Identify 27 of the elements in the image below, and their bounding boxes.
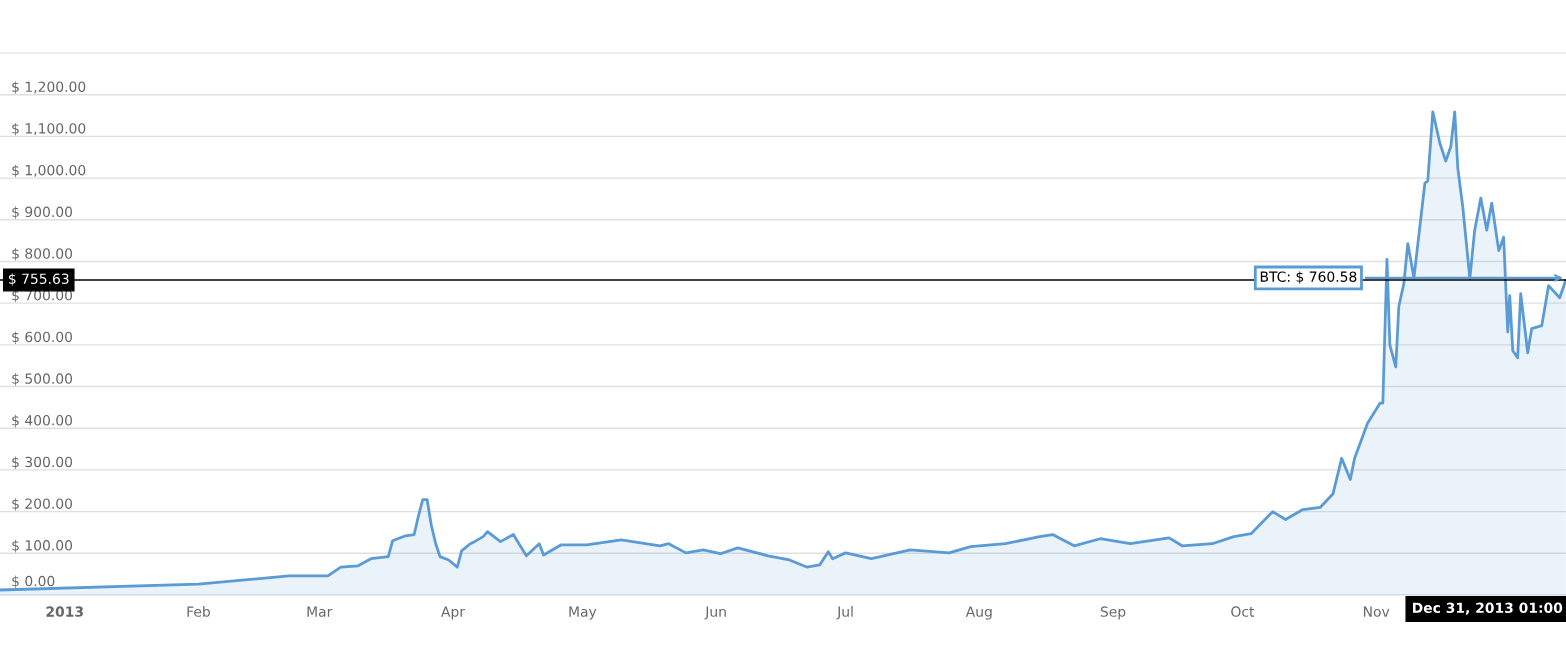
y-tick-label: $ 1,000.00 (12, 164, 86, 178)
y-tick-label: $ 1,100.00 (12, 122, 86, 136)
y-tick-label: $ 600.00 (12, 331, 73, 344)
ref-line-label: $ 755.63 (8, 273, 69, 286)
y-tick-label: $ 500.00 (12, 373, 73, 386)
y-tick-label: $ 200.00 (12, 498, 73, 511)
y-tick-label: $ 700.00 (12, 289, 73, 303)
y-tick-label: $ 400.00 (12, 414, 73, 428)
x-tick-label: Oct (1231, 606, 1255, 617)
y-tick-label: $ 1,200.00 (12, 81, 86, 94)
x-tick-label: Apr (441, 606, 465, 620)
y-tick-label: $ 300.00 (12, 456, 73, 470)
x-tick-label: Feb (187, 606, 210, 617)
y-tick-label: $ 900.00 (12, 206, 73, 219)
x-tick-label: May (569, 606, 597, 620)
x-tick-label: Nov (1363, 606, 1390, 617)
x-tick-label: Jul (836, 606, 853, 620)
y-tick-label: $ 800.00 (12, 248, 73, 261)
x-tick-label: Aug (965, 606, 992, 620)
x-tick-label: 2013 (46, 606, 83, 617)
annotation: BTC: $ 760.58 (1260, 271, 1357, 284)
x-tick-label: Mar (307, 606, 333, 617)
y-tick-label: $ 100.00 (12, 539, 73, 553)
x-tick-label: Jun (704, 606, 726, 620)
y-tick-label: $ 0.00 (12, 575, 55, 589)
text: Dec 31, 2013 01:00 (1412, 602, 1563, 615)
x-tick-label: Sep (1100, 606, 1126, 620)
